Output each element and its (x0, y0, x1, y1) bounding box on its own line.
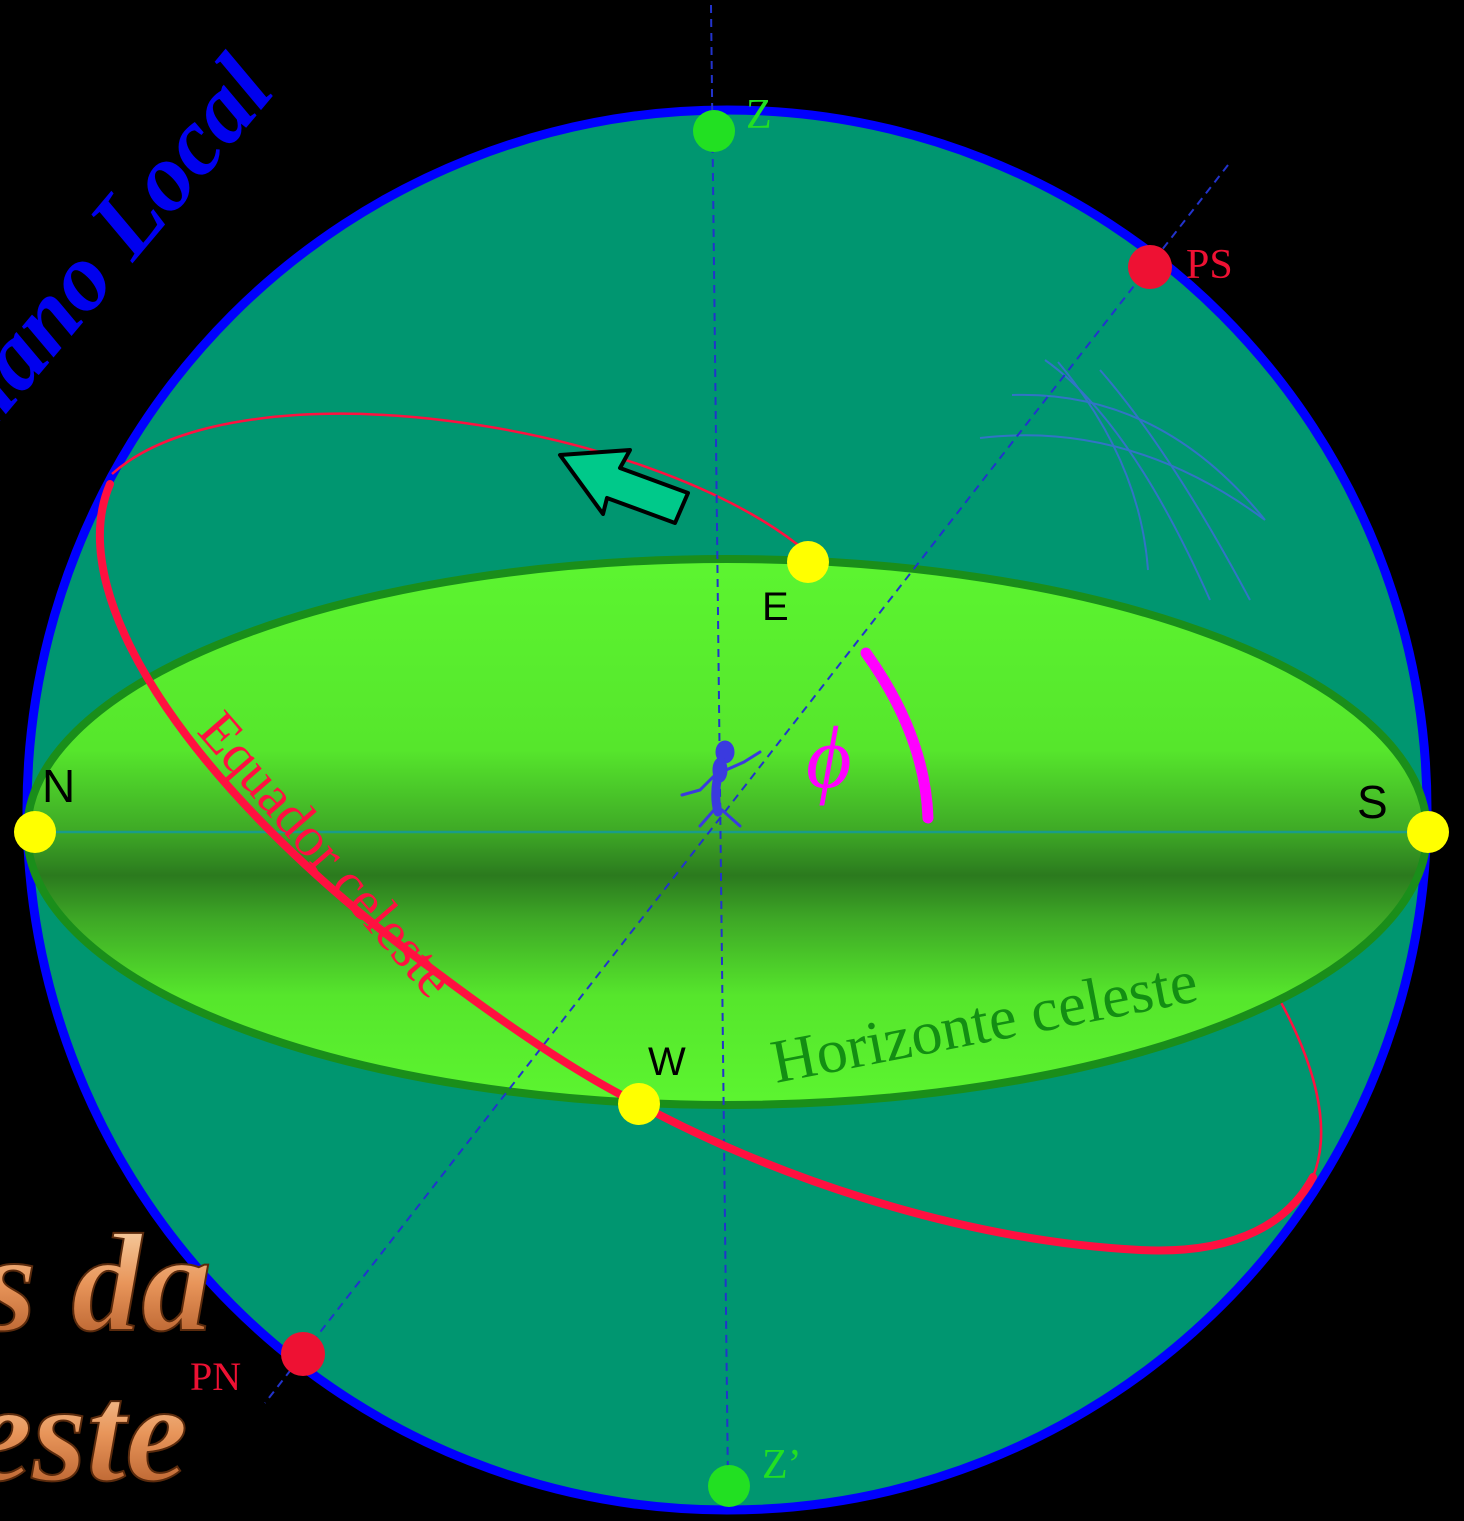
south-pole-point (1128, 245, 1172, 289)
rotation-direction-arrow (558, 448, 690, 525)
north-label: N (42, 760, 75, 812)
zenith-point (693, 110, 735, 152)
west-point (618, 1083, 660, 1125)
latitude-symbol: ϕ (806, 710, 852, 807)
zenith-nadir-axis (710, 4, 729, 1487)
south-point (1407, 811, 1449, 853)
nadir-point (708, 1465, 750, 1507)
polar-axis (264, 164, 1229, 1404)
nadir-label: Z’ (762, 1442, 802, 1488)
west-label: W (648, 1040, 686, 1084)
north-pole-label: PN (190, 1354, 241, 1399)
north-point (14, 811, 56, 853)
zenith-label: Z (746, 92, 772, 138)
title-line2: este (0, 1356, 188, 1511)
east-point (787, 541, 829, 583)
south-pole-label: PS (1186, 242, 1233, 288)
south-label: S (1357, 776, 1388, 828)
north-pole-point (281, 1332, 325, 1376)
latitude-arc (860, 647, 934, 824)
observer-figure (680, 740, 762, 828)
east-label: E (762, 585, 789, 629)
title-line1: s da (0, 1206, 211, 1361)
